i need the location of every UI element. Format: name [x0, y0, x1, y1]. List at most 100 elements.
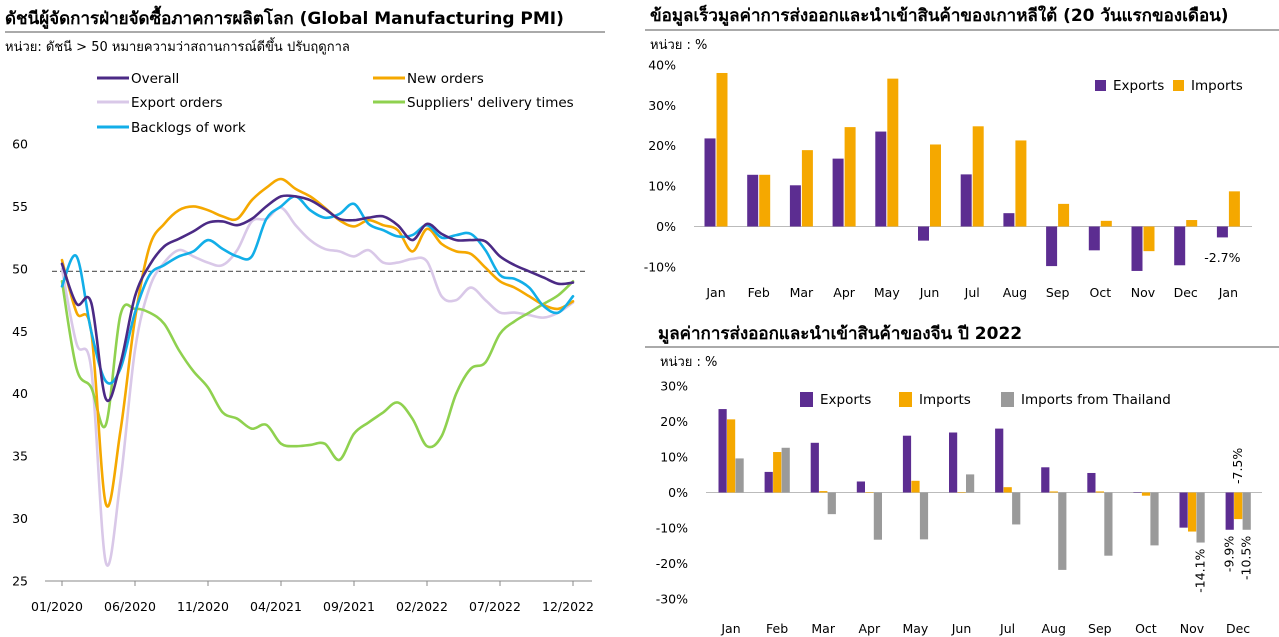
pmi-y-tick-label: 50 — [12, 261, 28, 276]
pmi-series-line-export_orders — [60, 206, 575, 567]
korea-bar-imports — [1058, 203, 1070, 227]
china-legend-label: Imports — [919, 392, 971, 408]
china-x-axis: Jan Feb Mar Apr May Jun Jul Aug Sep Oct Nov Dec — [706, 492, 1262, 636]
china-bar-exports — [949, 432, 958, 493]
china-trade-panel: มูลค่าการส่งออกและนำเข้าสินค้าของจีน ปี … — [645, 323, 1279, 636]
china-x-tick-label: Mar — [811, 621, 835, 636]
pmi-legend-label: Backlogs of work — [131, 120, 246, 136]
pmi-x-tick-label: 04/2021 — [250, 599, 302, 614]
china-legend-item-imports: Imports — [899, 392, 971, 408]
korea-x-tick-label: Oct — [1089, 285, 1111, 300]
china-legend-item-exports: Exports — [800, 392, 871, 408]
china-bar-imports — [727, 419, 736, 493]
pmi-y-tick-label: 25 — [12, 574, 28, 589]
china-data-label: -7.5% — [1230, 448, 1245, 484]
korea-bar-imports — [887, 78, 899, 227]
china-bar-imports — [865, 492, 874, 493]
korea-y-tick-label: 10% — [648, 179, 676, 194]
china-bar-exports — [1087, 472, 1096, 493]
korea-bar-imports — [1228, 191, 1240, 227]
china-data-label: -14.1% — [1193, 548, 1208, 592]
korea-chart-title: ข้อมูลเร็วมูลค่าการส่งออกและนำเข้าสินค้า… — [650, 3, 1229, 27]
pmi-legend-item-suppliers: Suppliers' delivery times — [373, 95, 574, 111]
china-bar-exports — [810, 442, 819, 493]
pmi-chart-title: ดัชนีผู้จัดการฝ่ายจัดซื้อภาคการผลิตโลก (… — [5, 5, 564, 30]
korea-bar-exports — [832, 158, 844, 227]
china-bar-imports — [819, 491, 828, 493]
korea-y-tick-label: 0% — [656, 219, 676, 234]
pmi-legend-label: Export orders — [131, 95, 223, 111]
pmi-y-tick-label: 30 — [12, 511, 28, 526]
china-bar-imports — [1234, 492, 1243, 520]
pmi-x-tick-label: 06/2020 — [104, 599, 156, 614]
pmi-legend: Overall New orders Export orders Suppliers'… — [97, 71, 574, 136]
china-bar-imports_thailand — [781, 447, 790, 493]
korea-x-tick-label: Jul — [964, 285, 980, 300]
korea-legend-item-imports: Imports — [1173, 78, 1243, 94]
korea-x-tick-label: Aug — [1003, 285, 1027, 300]
china-bar-imports_thailand — [827, 492, 836, 515]
pmi-legend-label: Overall — [131, 71, 179, 87]
china-plot-area: -14.1% -9.9% -7.5% -10.5% — [718, 409, 1254, 593]
china-bar-exports — [1133, 492, 1142, 493]
china-bar-imports — [773, 452, 782, 493]
china-bar-imports_thailand — [735, 458, 744, 493]
china-x-tick-label: Jul — [999, 621, 1015, 636]
china-data-label: -9.9% — [1222, 536, 1237, 572]
china-bar-imports_thailand — [1150, 492, 1159, 546]
china-x-tick-label: Nov — [1180, 621, 1205, 636]
korea-y-tick-label: -10% — [644, 259, 676, 274]
china-bar-exports — [856, 481, 865, 493]
china-x-tick-label: Feb — [766, 621, 788, 636]
pmi-y-tick-label: 45 — [12, 324, 28, 339]
korea-x-tick-label: Feb — [748, 285, 770, 300]
pmi-legend-label: New orders — [407, 71, 484, 87]
korea-bar-imports — [1143, 226, 1155, 252]
korea-data-label: -2.7% — [1204, 250, 1240, 265]
korea-bar-imports — [972, 126, 984, 227]
korea-bar-exports — [1088, 226, 1100, 251]
korea-y-tick-label: 40% — [648, 57, 676, 72]
korea-y-tick-label: 30% — [648, 98, 676, 113]
china-legend-label: Imports from Thailand — [1021, 392, 1171, 408]
pmi-x-axis: 01/2020 06/2020 11/2020 04/2021 09/2021 02/20… — [31, 580, 594, 614]
china-bar-exports — [764, 471, 773, 493]
china-bar-imports_thailand — [1242, 492, 1251, 530]
pmi-legend-item-backlogs: Backlogs of work — [97, 120, 246, 136]
china-bar-imports — [1095, 491, 1104, 493]
korea-bar-exports — [1003, 213, 1015, 227]
korea-plot-area: -2.7% — [704, 72, 1241, 271]
china-bar-imports — [911, 480, 920, 493]
pmi-x-tick-label: 12/2022 — [542, 599, 594, 614]
pmi-legend-label: Suppliers' delivery times — [407, 95, 574, 111]
korea-legend-item-exports: Exports — [1095, 78, 1164, 94]
korea-bar-exports — [918, 226, 929, 241]
china-x-tick-label: Sep — [1088, 621, 1112, 636]
korea-y-axis: 40% 30% 20% 10% 0% -10% — [644, 57, 676, 274]
korea-bar-exports — [1046, 226, 1058, 267]
pmi-legend-item-export_orders: Export orders — [97, 95, 223, 111]
china-unit-label: หน่วย : % — [660, 355, 717, 370]
pmi-series-line-overall — [60, 194, 575, 403]
korea-legend: Exports Imports — [1095, 78, 1243, 94]
china-y-tick-label: -30% — [656, 592, 688, 607]
china-y-tick-label: 30% — [660, 379, 688, 394]
pmi-y-axis: 25 30 35 40 45 50 55 60 — [12, 137, 28, 589]
china-bar-exports — [1041, 467, 1050, 493]
korea-trade-panel: ข้อมูลเร็วมูลค่าการส่งออกและนำเข้าสินค้า… — [644, 3, 1279, 300]
china-x-tick-label: Aug — [1041, 621, 1065, 636]
china-y-tick-label: 10% — [660, 450, 688, 465]
korea-x-tick-label: Mar — [790, 285, 814, 300]
china-y-tick-label: 0% — [668, 485, 688, 500]
korea-bar-exports — [1216, 226, 1228, 238]
korea-bar-exports — [1131, 226, 1143, 271]
china-bar-imports_thailand — [1196, 492, 1205, 543]
china-y-axis: 30% 20% 10% 0% -10% -20% -30% — [656, 379, 688, 607]
pmi-series-line-new_orders — [60, 177, 575, 508]
china-legend-swatch — [1001, 392, 1014, 407]
china-chart-title: มูลค่าการส่งออกและนำเข้าสินค้าของจีน ปี … — [658, 323, 1022, 345]
pmi-x-tick-label: 11/2020 — [177, 599, 229, 614]
china-bar-imports_thailand — [1104, 492, 1113, 556]
korea-bar-imports — [759, 174, 771, 227]
